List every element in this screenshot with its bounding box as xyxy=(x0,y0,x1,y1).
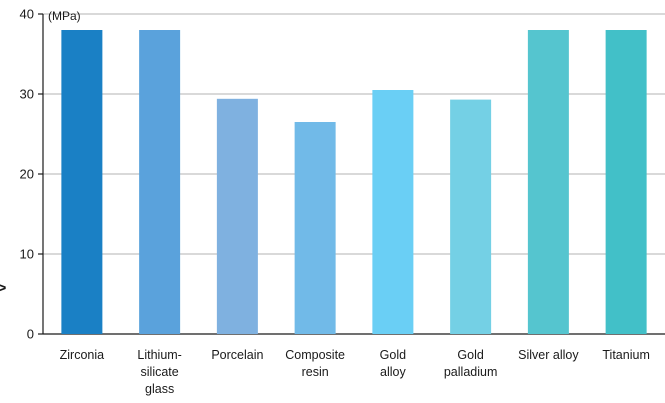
bar xyxy=(294,122,336,334)
bar xyxy=(372,90,414,334)
y-tick-label: 30 xyxy=(20,87,34,102)
y-unit-label: (MPa) xyxy=(48,9,81,23)
x-tick-label: Lithium-silicate glass xyxy=(137,348,181,396)
bar xyxy=(61,30,103,334)
y-tick-label: 0 xyxy=(27,327,34,342)
gridlines xyxy=(43,13,665,335)
x-tick-label: Silver alloy xyxy=(518,348,579,362)
bars xyxy=(61,30,647,334)
x-tick-label: Gold alloy xyxy=(380,348,407,379)
bar xyxy=(450,99,492,334)
bar xyxy=(216,98,258,334)
edge-marker-icon: > xyxy=(0,280,6,297)
bar xyxy=(605,30,647,334)
x-tick-label: Titanium xyxy=(602,348,649,362)
x-tick-label: Composite resin xyxy=(285,348,345,379)
y-ticks: 0 10 20 30 40 xyxy=(20,7,43,342)
x-tick-label: Gold palladium xyxy=(444,348,498,379)
bar xyxy=(139,30,181,334)
x-tick-label: Porcelain xyxy=(211,348,263,362)
y-tick-label: 40 xyxy=(20,7,34,22)
bar xyxy=(527,30,569,334)
y-tick-label: 20 xyxy=(20,167,34,182)
x-tick-labels: Zirconia Lithium-silicate glass Porcelain Co… xyxy=(60,348,650,396)
x-tick-label: Zirconia xyxy=(60,348,105,362)
y-tick-label: 10 xyxy=(20,247,34,262)
